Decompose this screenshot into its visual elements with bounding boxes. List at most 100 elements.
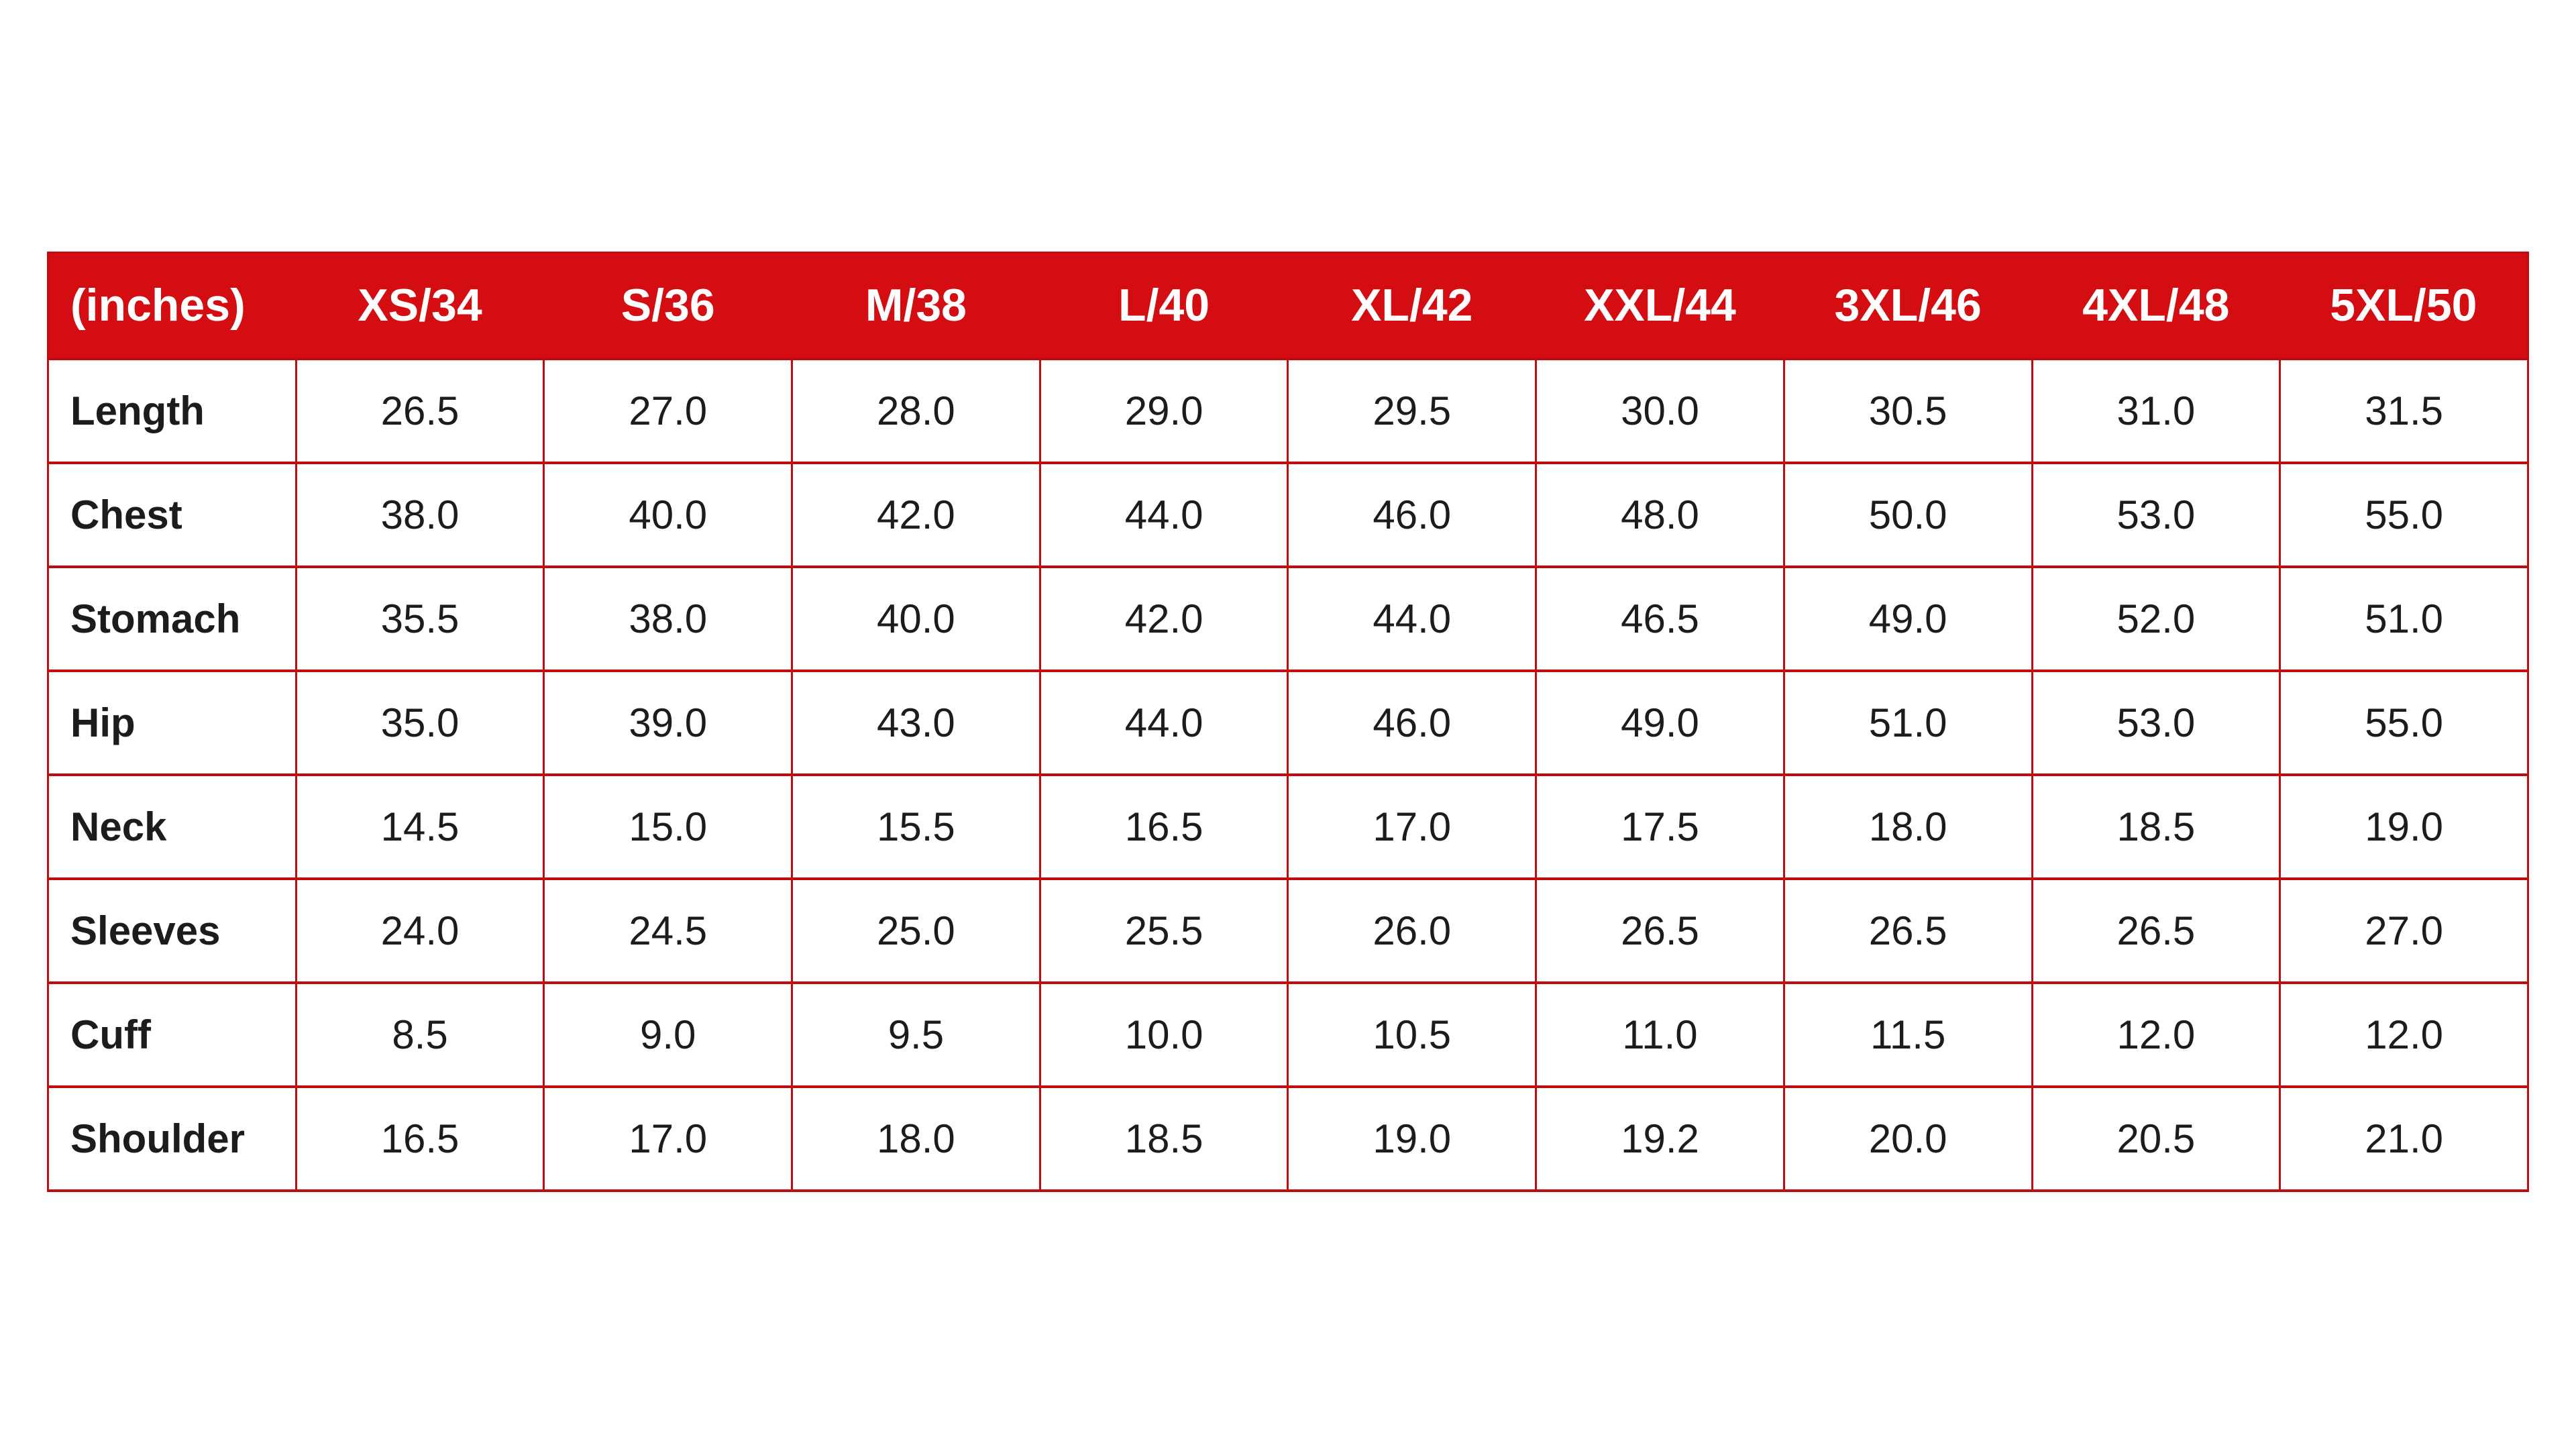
measurement-cell: 18.5 <box>2031 773 2282 880</box>
measurement-cell: 46.5 <box>1535 565 1785 672</box>
measurement-cell: 17.5 <box>1535 773 1785 880</box>
measurement-cell: 15.0 <box>543 773 794 880</box>
size-header-cell: XXL/44 <box>1536 252 1784 359</box>
table-body: Length 26.5 27.0 28.0 29.0 29.5 30.0 30.5 31.0 31… <box>47 357 2529 1192</box>
table-row: Shoulder 16.5 17.0 18.0 18.5 19.0 19.2 20.0 20.5… <box>47 1085 2529 1192</box>
table-row: Sleeves 24.0 24.5 25.0 25.5 26.0 26.5 26.5 26.5 2… <box>47 877 2529 984</box>
measurement-cell: 18.0 <box>1782 773 2033 880</box>
table-row: Stomach 35.5 38.0 40.0 42.0 44.0 46.5 49.0 52.0 5… <box>47 565 2529 672</box>
measurement-cell: 26.5 <box>294 357 545 464</box>
size-header-cell: M/38 <box>792 252 1040 359</box>
measurement-cell: 10.0 <box>1038 981 1289 1088</box>
row-label: Shoulder <box>47 1085 297 1192</box>
row-label: Neck <box>47 773 297 880</box>
measurement-cell: 11.0 <box>1535 981 1785 1088</box>
measurement-cell: 25.5 <box>1038 877 1289 984</box>
measurement-cell: 29.0 <box>1038 357 1289 464</box>
measurement-cell: 18.0 <box>791 1085 1041 1192</box>
measurement-cell: 51.0 <box>1782 669 2033 776</box>
table-header: (inches) XS/34 S/36 M/38 L/40 XL/42 XXL/44 3XL… <box>48 252 2528 359</box>
table-row: Cuff 8.5 9.0 9.5 10.0 10.5 11.0 11.5 12.0 12.0 <box>47 981 2529 1088</box>
measurement-cell: 16.5 <box>294 1085 545 1192</box>
measurement-cell: 49.0 <box>1782 565 2033 672</box>
row-label: Stomach <box>47 565 297 672</box>
table-row: Hip 35.0 39.0 43.0 44.0 46.0 49.0 51.0 53.0 55.0 <box>47 669 2529 776</box>
measurement-cell: 38.0 <box>543 565 794 672</box>
size-header-cell: 3XL/46 <box>1784 252 2032 359</box>
measurement-cell: 55.0 <box>2279 669 2529 776</box>
measurement-cell: 19.0 <box>2279 773 2529 880</box>
measurement-cell: 26.5 <box>1535 877 1785 984</box>
measurement-cell: 25.0 <box>791 877 1041 984</box>
measurement-cell: 20.0 <box>1782 1085 2033 1192</box>
measurement-cell: 26.5 <box>2031 877 2282 984</box>
measurement-cell: 28.0 <box>791 357 1041 464</box>
measurement-cell: 35.5 <box>294 565 545 672</box>
measurement-cell: 42.0 <box>1038 565 1289 672</box>
measurement-cell: 11.5 <box>1782 981 2033 1088</box>
measurement-cell: 46.0 <box>1287 461 1538 568</box>
size-header-cell: S/36 <box>543 252 792 359</box>
measurement-cell: 38.0 <box>294 461 545 568</box>
measurement-cell: 35.0 <box>294 669 545 776</box>
measurement-cell: 12.0 <box>2031 981 2282 1088</box>
row-label: Sleeves <box>47 877 297 984</box>
measurement-cell: 19.0 <box>1287 1085 1538 1192</box>
measurement-cell: 42.0 <box>791 461 1041 568</box>
measurement-cell: 48.0 <box>1535 461 1785 568</box>
size-header-cell: L/40 <box>1040 252 1288 359</box>
measurement-cell: 21.0 <box>2279 1085 2529 1192</box>
measurement-cell: 44.0 <box>1038 461 1289 568</box>
measurement-cell: 8.5 <box>294 981 545 1088</box>
measurement-cell: 24.0 <box>294 877 545 984</box>
unit-header-cell: (inches) <box>48 252 297 359</box>
row-label: Length <box>47 357 297 464</box>
measurement-cell: 43.0 <box>791 669 1041 776</box>
measurement-cell: 20.5 <box>2031 1085 2282 1192</box>
row-label: Cuff <box>47 981 297 1088</box>
measurement-cell: 44.0 <box>1287 565 1538 672</box>
table-row: Chest 38.0 40.0 42.0 44.0 46.0 48.0 50.0 53.0 55.… <box>47 461 2529 568</box>
measurement-cell: 49.0 <box>1535 669 1785 776</box>
measurement-cell: 50.0 <box>1782 461 2033 568</box>
measurement-cell: 27.0 <box>2279 877 2529 984</box>
measurement-cell: 18.5 <box>1038 1085 1289 1192</box>
row-label: Chest <box>47 461 297 568</box>
measurement-cell: 17.0 <box>543 1085 794 1192</box>
size-chart-table: (inches) XS/34 S/36 M/38 L/40 XL/42 XXL/44 3XL… <box>47 252 2529 1192</box>
measurement-cell: 9.5 <box>791 981 1041 1088</box>
measurement-cell: 40.0 <box>543 461 794 568</box>
measurement-cell: 53.0 <box>2031 461 2282 568</box>
measurement-cell: 52.0 <box>2031 565 2282 672</box>
measurement-cell: 29.5 <box>1287 357 1538 464</box>
measurement-cell: 53.0 <box>2031 669 2282 776</box>
measurement-cell: 14.5 <box>294 773 545 880</box>
table-row: Neck 14.5 15.0 15.5 16.5 17.0 17.5 18.0 18.5 19.0 <box>47 773 2529 880</box>
size-header-cell: XL/42 <box>1287 252 1536 359</box>
measurement-cell: 31.5 <box>2279 357 2529 464</box>
measurement-cell: 51.0 <box>2279 565 2529 672</box>
size-header-cell: 5XL/50 <box>2279 252 2528 359</box>
measurement-cell: 30.5 <box>1782 357 2033 464</box>
measurement-cell: 12.0 <box>2279 981 2529 1088</box>
size-header-cell: 4XL/48 <box>2032 252 2280 359</box>
size-header-cell: XS/34 <box>296 252 544 359</box>
measurement-cell: 9.0 <box>543 981 794 1088</box>
measurement-cell: 16.5 <box>1038 773 1289 880</box>
measurement-cell: 26.0 <box>1287 877 1538 984</box>
measurement-cell: 19.2 <box>1535 1085 1785 1192</box>
measurement-cell: 39.0 <box>543 669 794 776</box>
measurement-cell: 24.5 <box>543 877 794 984</box>
measurement-cell: 17.0 <box>1287 773 1538 880</box>
measurement-cell: 55.0 <box>2279 461 2529 568</box>
measurement-cell: 30.0 <box>1535 357 1785 464</box>
row-label: Hip <box>47 669 297 776</box>
measurement-cell: 46.0 <box>1287 669 1538 776</box>
table-row: Length 26.5 27.0 28.0 29.0 29.5 30.0 30.5 31.0 31… <box>47 357 2529 464</box>
measurement-cell: 15.5 <box>791 773 1041 880</box>
measurement-cell: 44.0 <box>1038 669 1289 776</box>
measurement-cell: 10.5 <box>1287 981 1538 1088</box>
measurement-cell: 31.0 <box>2031 357 2282 464</box>
header-row: (inches) XS/34 S/36 M/38 L/40 XL/42 XXL/44 3XL… <box>48 252 2528 359</box>
